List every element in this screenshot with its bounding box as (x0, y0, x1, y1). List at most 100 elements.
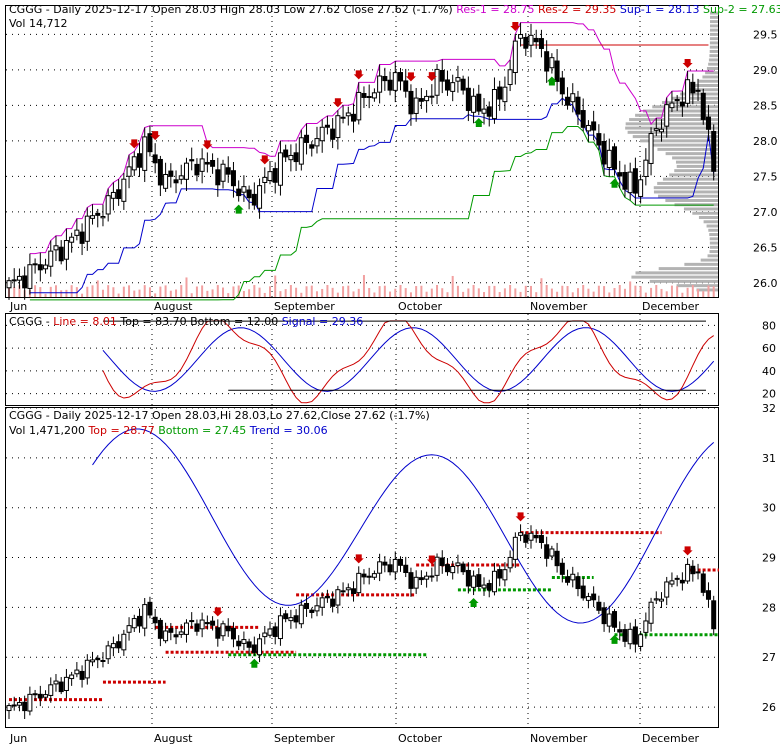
trend-candle (424, 575, 430, 580)
price-volume-label: Vol 14,712 (9, 17, 67, 30)
price-candle (617, 172, 623, 177)
trend-candle (612, 611, 618, 628)
res1-label: Res-1 = 28.75 (456, 3, 534, 16)
volume-profile-bar (631, 275, 718, 279)
volume-bar (514, 288, 517, 297)
volume-profile-bar (709, 241, 718, 245)
trend-candle (183, 622, 189, 635)
volume-bar (462, 291, 465, 297)
volume-bar (232, 286, 235, 297)
price-candle (585, 124, 591, 132)
price-candle (538, 38, 544, 49)
sell-arrow (682, 59, 693, 69)
trend-candle (643, 620, 649, 633)
volume-profile-bar (709, 250, 718, 254)
sell-arrow (426, 72, 437, 82)
volume-profile-bar (627, 130, 718, 134)
trend-candle (408, 572, 414, 589)
price-y-tick: 28.5 (753, 99, 778, 112)
volume-bar (488, 285, 491, 297)
trend-x-label: August (154, 732, 193, 745)
price-y-tick: 27.0 (753, 206, 778, 219)
trend-candle (163, 630, 169, 642)
volume-bar (201, 285, 204, 297)
trend-candle (444, 564, 450, 573)
sell-arrow (510, 21, 521, 31)
res1-line (29, 22, 714, 255)
trend-candle (220, 623, 226, 637)
price-candle (241, 186, 247, 193)
volume-profile-bar (709, 41, 718, 45)
volume-bar (451, 275, 454, 297)
trend-candle (460, 563, 466, 573)
price-candle (627, 171, 633, 194)
candlesticks (6, 22, 717, 720)
trend-candle (382, 561, 388, 566)
volume-profile-bar (680, 92, 718, 96)
volume-profile-bar (692, 211, 718, 215)
trend-candle (512, 536, 518, 560)
price-candle (669, 102, 675, 109)
price-candle (345, 112, 351, 117)
trend-candle (157, 619, 163, 639)
price-candle (361, 93, 367, 98)
signal-arrows (129, 21, 693, 668)
volume-profile-bar (635, 271, 718, 275)
volume-profile-bar (658, 267, 718, 271)
price-x-label: August (154, 300, 193, 313)
trend-candle (486, 583, 492, 591)
price-candle (32, 263, 38, 266)
price-candle (293, 152, 299, 163)
volume-bar (660, 288, 663, 297)
volume-bar (206, 290, 209, 297)
price-candle (455, 77, 461, 82)
volume-profile-bar (675, 160, 718, 164)
price-candle (648, 133, 654, 164)
price-candle (356, 91, 362, 121)
price-candle (53, 245, 59, 251)
price-candle (272, 168, 278, 183)
price-candle (570, 93, 576, 103)
volume-profile-bar (643, 109, 718, 113)
volume-bar (399, 285, 402, 297)
stochastic-y-tick: 60 (762, 342, 776, 355)
volume-bar (373, 292, 376, 297)
trend-candle (324, 595, 330, 599)
price-candle (679, 101, 685, 107)
trend-candle (293, 615, 299, 623)
volume-bar (310, 285, 313, 297)
price-candle (43, 264, 49, 270)
price-candle (512, 40, 518, 74)
volume-bar (112, 287, 115, 297)
volume-bar (258, 287, 261, 297)
stochastic-signal-line (102, 327, 715, 392)
trend-candle (565, 576, 571, 583)
volume-profile-bar (709, 245, 718, 249)
price-candle (476, 93, 482, 112)
sup2-label: Sup-2 = 27.63 (703, 3, 780, 16)
trend-candle (502, 569, 508, 581)
price-candle (330, 128, 336, 140)
volume-bar (263, 292, 266, 297)
trend-candle (476, 574, 482, 587)
volume-profile-bar (671, 96, 718, 100)
trend-candle (236, 640, 242, 647)
volume-profile-bar (684, 262, 718, 266)
price-panel-frame (5, 5, 719, 298)
volume-bar (164, 285, 167, 297)
volume-profile-bar (649, 279, 718, 283)
price-candle (643, 159, 649, 177)
trend-y-tick: 28 (762, 601, 776, 614)
trend-candle (606, 613, 612, 627)
sell-arrow (332, 98, 343, 108)
price-candle (63, 240, 69, 260)
trend-x-label: September (274, 732, 335, 745)
price-title: CGGG - Daily 2025-12-17 Open 28.03 High … (9, 3, 780, 16)
price-candle (236, 188, 242, 197)
price-candle (314, 138, 320, 147)
volume-profile-bar (709, 45, 718, 49)
trend-candle (194, 623, 200, 632)
trend-candle (147, 601, 153, 616)
volume-bar (524, 285, 527, 297)
price-candle (142, 136, 148, 171)
